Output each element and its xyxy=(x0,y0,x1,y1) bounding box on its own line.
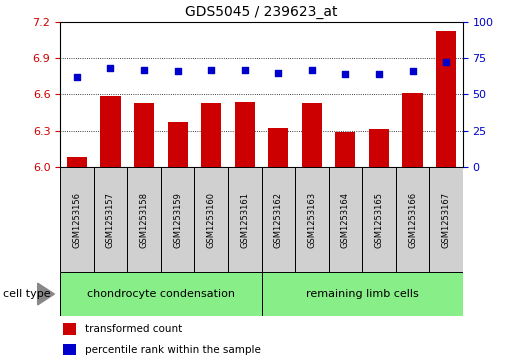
Bar xyxy=(94,167,127,272)
Bar xyxy=(369,130,389,167)
Bar xyxy=(167,122,188,167)
Text: GSM1253167: GSM1253167 xyxy=(441,192,451,248)
Text: GSM1253165: GSM1253165 xyxy=(374,192,383,248)
Text: GSM1253162: GSM1253162 xyxy=(274,192,283,248)
Text: percentile rank within the sample: percentile rank within the sample xyxy=(85,345,260,355)
Bar xyxy=(60,272,262,316)
Text: GSM1253157: GSM1253157 xyxy=(106,192,115,248)
Bar xyxy=(403,93,423,167)
Text: remaining limb cells: remaining limb cells xyxy=(306,289,418,299)
Point xyxy=(375,71,383,77)
Bar xyxy=(67,157,87,167)
Bar xyxy=(63,344,76,355)
Bar xyxy=(134,103,154,167)
Text: GSM1253159: GSM1253159 xyxy=(173,192,182,248)
Bar xyxy=(335,132,356,167)
Point xyxy=(308,67,316,73)
Text: chondrocyte condensation: chondrocyte condensation xyxy=(87,289,235,299)
Point xyxy=(442,60,450,65)
Bar xyxy=(201,103,221,167)
Polygon shape xyxy=(38,283,54,305)
Bar xyxy=(268,128,288,167)
Text: GSM1253156: GSM1253156 xyxy=(72,192,82,248)
Bar xyxy=(429,167,463,272)
Text: GSM1253166: GSM1253166 xyxy=(408,192,417,248)
Text: GSM1253164: GSM1253164 xyxy=(341,192,350,248)
Bar xyxy=(262,272,463,316)
Point xyxy=(341,71,349,77)
Point xyxy=(207,67,215,73)
Bar xyxy=(60,167,94,272)
Bar xyxy=(295,167,328,272)
Bar xyxy=(161,167,195,272)
Bar xyxy=(436,32,456,167)
Point xyxy=(174,68,182,74)
Point xyxy=(241,67,249,73)
Bar xyxy=(228,167,262,272)
Bar xyxy=(195,167,228,272)
Title: GDS5045 / 239623_at: GDS5045 / 239623_at xyxy=(185,5,338,19)
Text: transformed count: transformed count xyxy=(85,324,182,334)
Bar xyxy=(127,167,161,272)
Point xyxy=(140,67,148,73)
Point xyxy=(106,65,115,71)
Point xyxy=(73,74,81,80)
Text: GSM1253163: GSM1253163 xyxy=(308,192,316,248)
Bar xyxy=(262,167,295,272)
Text: GSM1253158: GSM1253158 xyxy=(140,192,149,248)
Bar xyxy=(100,95,120,167)
Bar xyxy=(396,167,429,272)
Bar xyxy=(362,167,396,272)
Point xyxy=(408,68,417,74)
Point xyxy=(274,70,282,76)
Bar xyxy=(63,323,76,335)
Bar xyxy=(328,167,362,272)
Text: GSM1253161: GSM1253161 xyxy=(240,192,249,248)
Text: cell type: cell type xyxy=(3,289,50,299)
Bar xyxy=(302,103,322,167)
Text: GSM1253160: GSM1253160 xyxy=(207,192,215,248)
Bar xyxy=(235,102,255,167)
